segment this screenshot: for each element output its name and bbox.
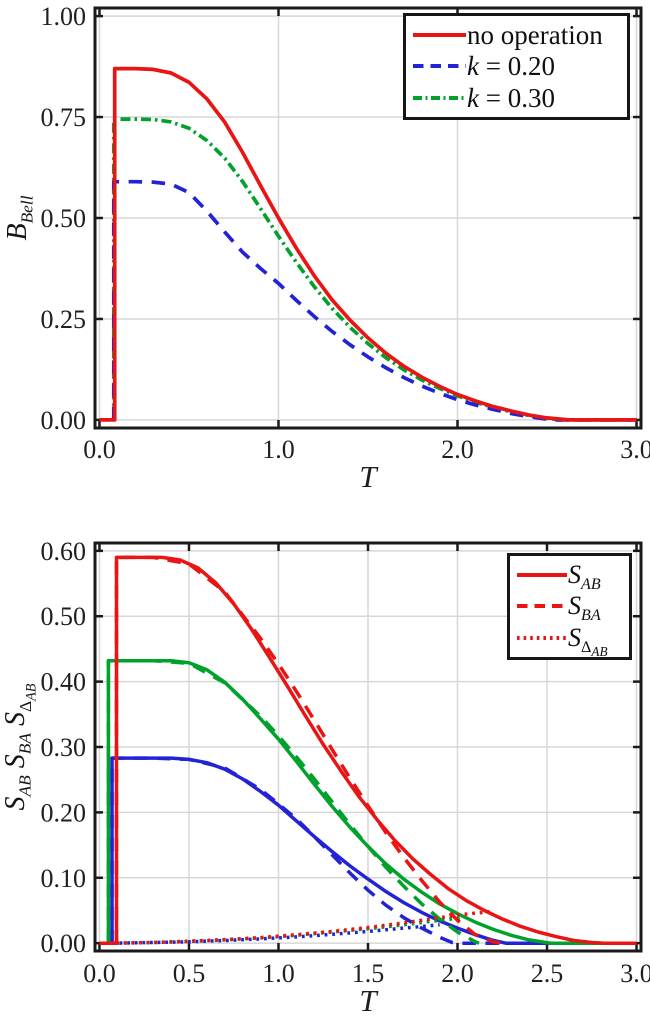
curve-SBA_no_operation [114, 555, 501, 945]
entropy-legend: SAB SBA SΔAB [507, 553, 632, 660]
curve-no_operation [99, 66, 637, 422]
x-tick-label: 3.0 [620, 435, 650, 464]
y-tick-label: 0.00 [41, 406, 87, 435]
math-label: SAB [568, 560, 601, 594]
legend-entry: SBA [516, 591, 627, 625]
entropy-y-axis-label: SAB SBA SΔAB [0, 683, 40, 811]
legend-sample [517, 635, 567, 640]
x-axis-label: T [359, 459, 379, 494]
y-tick-label: 0.30 [41, 733, 87, 762]
entropy-plot-figure: 0.0 0.5 1.0 1.5 2.0 2.5 3.0 0.00 0.10 0.20 0.30 0.4… [0, 527, 650, 1027]
math-label: SΔAB [0, 683, 40, 727]
math-label: SAB [0, 775, 35, 811]
curve-SDelta_k020 [111, 923, 440, 945]
legend-entry: SΔAB [516, 622, 627, 659]
x-tick-label: 3.0 [620, 959, 650, 988]
x-tick-label: 0.5 [173, 959, 206, 988]
y-tick-label: 0.60 [41, 537, 87, 566]
legend-entry: no operation [412, 19, 625, 50]
x-tick-label: 0.0 [83, 435, 116, 464]
legend-sample [413, 96, 466, 101]
y-tick-label: 0.40 [41, 668, 87, 697]
curve-SAB_no_operation [99, 555, 637, 945]
bell-legend: no operation k = 0.20 k = 0.30 [403, 13, 630, 120]
x-tick-label: 2.0 [441, 959, 474, 988]
math-label: BBell [2, 195, 37, 241]
y-tick-label: 0.50 [41, 204, 87, 233]
math-label: k = 0.20 [467, 51, 555, 82]
y-tick-label: 0.00 [41, 929, 87, 958]
math-label: k = 0.30 [467, 82, 555, 113]
math-label: SBA [0, 733, 35, 769]
x-tick-label: 2.0 [441, 435, 474, 464]
math-label: SΔAB [568, 622, 608, 659]
curve-SDelta_no_operation [116, 910, 490, 945]
x-tick-label: 2.5 [531, 959, 564, 988]
x-tick-label: 1.5 [352, 959, 385, 988]
y-tick-label: 0.75 [41, 103, 87, 132]
curve-SBA_k020 [110, 756, 535, 945]
bell-plot-canvas: 0.0 1.0 2.0 3.0 0.00 0.25 0.50 0.75 1.00 T [41, 2, 650, 494]
legend-entry: k = 0.20 [412, 51, 625, 82]
y-tick-label: 1.00 [41, 2, 87, 31]
x-axis-label: T [359, 983, 379, 1018]
math-label: SBA [568, 591, 601, 625]
legend-sample [517, 572, 567, 577]
y-tick-label: 0.25 [41, 305, 87, 334]
math-label: no operation [467, 19, 603, 50]
x-tick-label: 0.0 [83, 959, 116, 988]
curve-k020 [111, 179, 637, 422]
curve-SBA_k030 [106, 658, 480, 945]
x-tick-label: 1.0 [262, 435, 295, 464]
legend-sample [413, 64, 466, 69]
curve-SAB_k020 [99, 756, 637, 945]
bell-plot-figure: 0.0 1.0 2.0 3.0 0.00 0.25 0.50 0.75 1.00 T BBell … [0, 0, 650, 500]
curve-k030 [111, 117, 637, 422]
y-tick-label: 0.10 [41, 864, 87, 893]
legend-entry: k = 0.30 [412, 84, 625, 112]
curve-SAB_k030 [99, 658, 637, 945]
legend-sample [517, 603, 567, 608]
y-tick-label: 0.20 [41, 798, 87, 827]
legend-sample [413, 32, 466, 37]
bell-y-axis-label: BBell [2, 195, 37, 241]
x-tick-label: 1.0 [262, 959, 295, 988]
y-tick-label: 0.50 [41, 602, 87, 631]
legend-entry: SAB [516, 560, 627, 594]
